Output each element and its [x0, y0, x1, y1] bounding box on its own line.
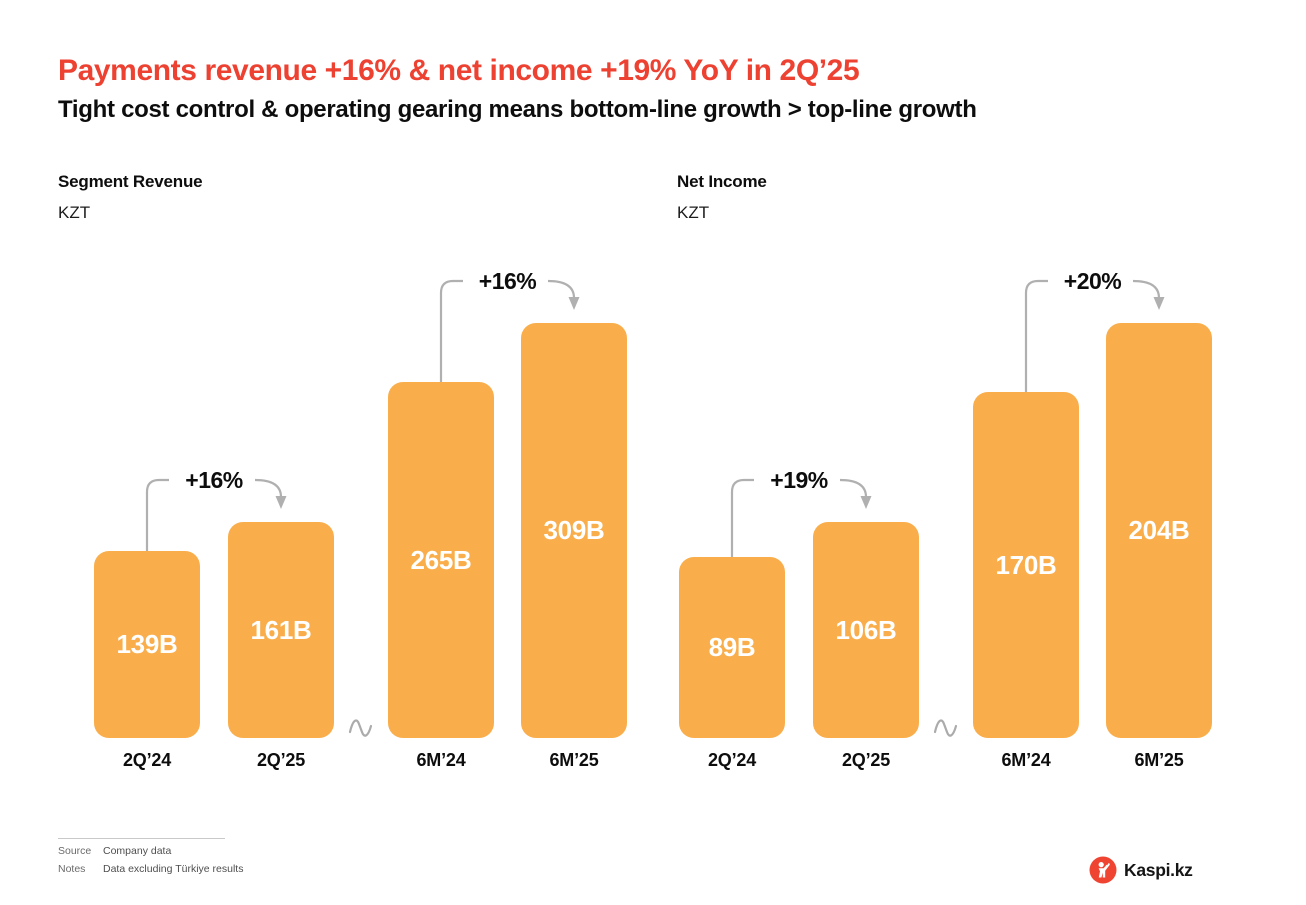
growth-arrowhead-icon — [1153, 297, 1165, 310]
x-axis-label-6m24: 6M’24 — [416, 750, 466, 770]
bar-value-label: 265B — [410, 544, 472, 575]
plot-segment-revenue: 139B 2Q’24 161B 2Q’25 265B 6M’24 309B 6M’25 +16%… — [58, 260, 634, 800]
growth-annotation-label: +16% — [185, 467, 243, 493]
growth-annotation-label: +19% — [770, 467, 828, 493]
source-label: Source — [58, 845, 92, 857]
chart-net-income: Net Income KZT 89B 2Q’24 106B 2Q’25 170B 6M’2… — [677, 172, 1253, 770]
growth-connector-line — [439, 279, 463, 382]
x-axis-label-6m24: 6M’24 — [1001, 750, 1051, 770]
bar-2q25: 161B — [228, 522, 334, 738]
bar-2q25: 106B — [813, 522, 919, 738]
bar-value-label: 106B — [835, 614, 897, 645]
bar-value-label: 170B — [995, 549, 1057, 580]
kaspi-logo-mark-icon — [1089, 856, 1117, 884]
growth-connector-line — [730, 478, 754, 557]
growth-annotation-label: +16% — [479, 268, 537, 294]
axis-break-icon — [933, 719, 958, 737]
bar-value-label: 309B — [543, 515, 605, 545]
growth-connector-line — [145, 478, 169, 551]
growth-arrow-curve — [1132, 279, 1161, 299]
bar-value-label: 161B — [250, 614, 312, 645]
x-axis-label-6m25: 6M’25 — [549, 750, 599, 770]
footer-divider — [58, 838, 225, 839]
x-axis-label-2q25: 2Q’25 — [841, 750, 891, 770]
bar-6m25: 204B — [1106, 323, 1212, 738]
chart-segment-revenue: Segment Revenue KZT 139B 2Q’24 161B 2Q’25 26… — [58, 172, 634, 770]
x-axis-label-2q25: 2Q’25 — [256, 750, 306, 770]
growth-arrowhead-icon — [860, 496, 872, 509]
chart-unit-label: KZT — [677, 203, 710, 222]
slide-title: Payments revenue +16% & net income +19% … — [58, 54, 860, 87]
footer-notes-row: Notes Data excluding Türkiye results — [58, 863, 243, 875]
bar-value-label: 139B — [116, 629, 178, 659]
x-axis-label-2q24: 2Q’24 — [122, 750, 172, 770]
bar-6m24: 265B — [388, 382, 494, 738]
kaspi-logo: Kaspi.kz — [1089, 855, 1193, 885]
slide-subtitle: Tight cost control & operating gearing m… — [58, 96, 977, 123]
notes-value: Data excluding Türkiye results — [103, 863, 244, 875]
axis-break-icon — [348, 719, 373, 737]
bar-2q24: 89B — [679, 557, 785, 738]
chart-unit-label: KZT — [58, 203, 91, 222]
plot-net-income: 89B 2Q’24 106B 2Q’25 170B 6M’24 204B 6M’25 +19% +… — [677, 260, 1253, 800]
footer-source-row: Source Company data — [58, 845, 171, 857]
growth-arrow-curve — [547, 279, 576, 299]
growth-arrow-curve — [839, 478, 868, 498]
growth-arrow-curve — [254, 478, 283, 498]
growth-connector-line — [1024, 279, 1048, 392]
bar-value-label: 204B — [1128, 515, 1190, 545]
notes-label: Notes — [58, 863, 86, 875]
growth-annotation-label: +20% — [1064, 268, 1122, 294]
x-axis-label-2q24: 2Q’24 — [707, 750, 757, 770]
bar-6m24: 170B — [973, 392, 1079, 738]
growth-arrowhead-icon — [568, 297, 580, 310]
source-value: Company data — [103, 845, 172, 857]
bar-2q24: 139B — [94, 551, 200, 738]
x-axis-label-6m25: 6M’25 — [1134, 750, 1184, 770]
kaspi-logo-text: Kaspi.kz — [1124, 859, 1193, 880]
growth-arrowhead-icon — [275, 496, 287, 509]
chart-title-segment-revenue: Segment Revenue — [58, 172, 203, 191]
bar-6m25: 309B — [521, 323, 627, 738]
chart-title-net-income: Net Income — [677, 172, 767, 191]
bar-value-label: 89B — [708, 632, 756, 662]
